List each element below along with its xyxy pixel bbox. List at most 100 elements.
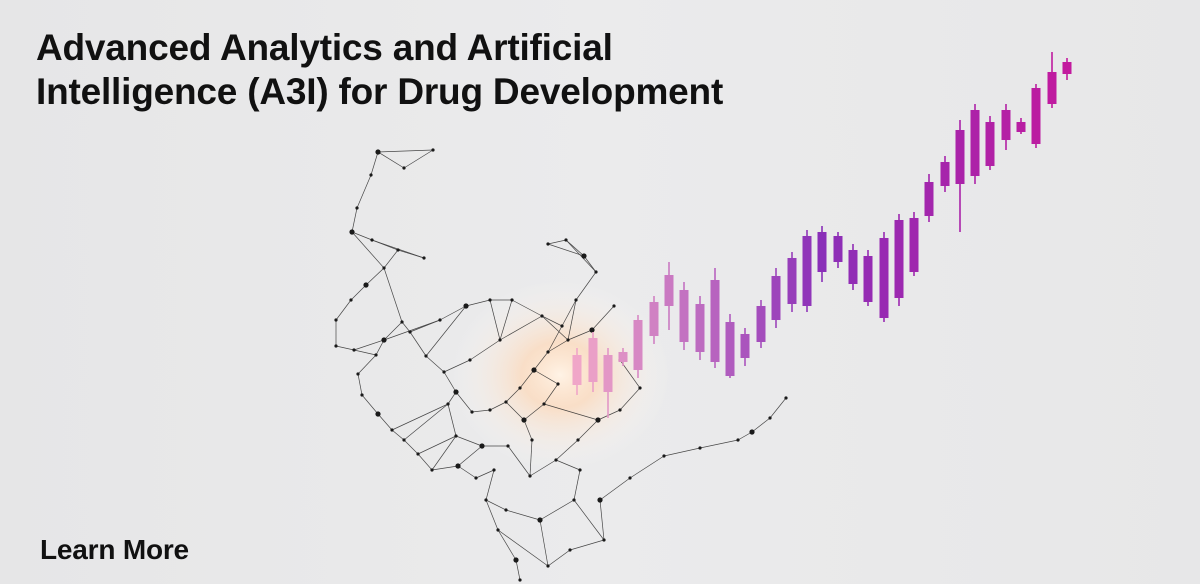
wireframe-edge [370,151,379,176]
wireframe-edge [457,445,483,467]
wireframe-edge [599,499,605,541]
wireframe-node [530,438,534,442]
wireframe-edge [350,284,367,301]
wireframe-edge [565,239,597,273]
wireframe-node [424,354,428,358]
candle-body [787,258,797,304]
wireframe-edge [555,459,581,471]
candle-body [817,232,827,272]
wireframe-node [537,517,543,523]
wireframe-node [638,386,642,390]
wireframe-edge [391,429,405,441]
wireframe-edge [751,417,771,433]
wireframe-edge [409,331,427,357]
wireframe-edge [425,355,445,373]
wireframe-edge [431,435,457,471]
wireframe-edge [499,315,543,341]
candle-body [940,162,950,186]
wireframe-node [360,393,364,397]
candle-body [1031,88,1041,144]
wireframe-node [560,324,564,328]
wireframe-node [374,353,378,357]
wireframe-node [369,173,373,177]
wireframe-edge [539,499,575,521]
wireframe-edge [663,447,701,457]
wireframe-edge [417,435,457,455]
wireframe-edge [515,559,521,581]
wireframe-node [375,411,381,417]
candle-body [756,306,766,342]
wireframe-edge [485,499,499,531]
wireframe-node [768,416,772,420]
wireframe-edge [547,325,563,353]
wireframe-edge [489,401,507,411]
wireframe-edge [533,351,549,371]
wireframe-edge [511,299,543,317]
wireframe-edge [497,529,549,567]
wireframe-node [564,238,568,242]
wireframe-edge [417,453,433,471]
wireframe-edge [469,339,501,361]
learn-more-link[interactable]: Learn More [40,534,189,565]
wireframe-node [488,408,492,412]
wireframe-node [749,429,755,435]
wireframe-edge [351,207,358,233]
wireframe-node [438,318,442,322]
wireframe-node [430,468,434,472]
wireframe-edge [533,369,559,385]
wireframe-edge [541,315,563,327]
wireframe-node [352,348,356,352]
candle-body [710,280,720,362]
wireframe-node [542,402,546,406]
wireframe-node [498,338,502,342]
wireframe-edge [547,243,585,257]
candle-body [848,250,858,284]
wireframe-edge [439,305,467,321]
wireframe-edge [353,339,385,351]
wireframe-edge [507,445,531,477]
wireframe-edge [403,149,434,169]
wireframe-edge [523,403,545,421]
wireframe-edge [391,403,449,431]
wireframe-edge [565,239,585,257]
wireframe-edge [403,403,449,441]
wireframe-edge [547,239,567,245]
wireframe-node [546,242,550,246]
wireframe-node [422,256,426,260]
wireframe-edge [357,373,363,396]
wireframe-node [618,408,622,412]
wireframe-edge [737,431,753,441]
wireframe-node [597,497,603,503]
candle-body [618,352,628,362]
wireframe-edge [529,439,533,477]
wireframe-node [382,266,386,270]
wireframe-edge [497,529,517,561]
wireframe-node [736,438,740,442]
wireframe-node [531,367,537,373]
wireframe-node [578,468,582,472]
wireframe-edge [599,477,631,501]
wireframe-edge [573,499,605,541]
wireframe-edge [335,345,355,351]
wireframe-node [595,417,601,423]
candle-body [909,218,919,272]
wireframe-edge [573,469,581,501]
wireframe-edge [489,299,501,341]
wireframe-edge [597,409,621,421]
wireframe-node [400,320,404,324]
wireframe-node [454,434,458,438]
wireframe-edge [591,305,615,331]
wireframe-node [540,314,544,318]
wireframe-edge [577,419,599,441]
wireframe-edge [567,299,577,341]
wireframe-edge [475,469,495,479]
wireframe-node [602,538,606,542]
wireframe-node [381,337,387,343]
wireframe-edge [499,299,513,341]
wireframe-edge [431,465,459,471]
candle-body [1047,72,1057,104]
candle-body [955,130,965,184]
wireframe-node [546,350,550,354]
wireframe-edge [335,299,352,321]
